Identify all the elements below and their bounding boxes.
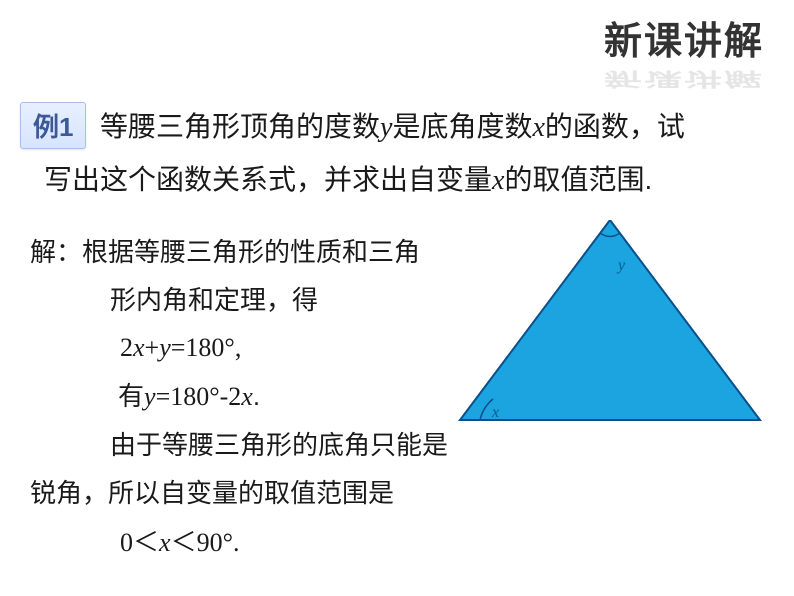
solution-line-5: 由于等腰三角形的底角只能是 (30, 421, 448, 469)
eq2-x: x (241, 382, 253, 411)
problem-statement-line2: 写出这个函数关系式，并求出自变量x的取值范围. (44, 153, 764, 207)
example-badge: 例1 (20, 102, 86, 149)
solution-line-7: 0＜x＜90°. (30, 518, 448, 567)
eq-180: =180°, (171, 333, 242, 362)
have-text: 有 (118, 381, 144, 411)
solution-line-1: 解：根据等腰三角形的性质和三角 (30, 228, 448, 276)
range-90: ＜90°. (171, 528, 240, 557)
solution-block: 解：根据等腰三角形的性质和三角 形内角和定理，得 2x+y=180°, 有y=1… (30, 228, 448, 567)
triangle-diagram: y x (450, 220, 770, 440)
section-title: 新课讲解 (604, 10, 764, 65)
var-y: y (380, 112, 392, 143)
triangle-shape (460, 220, 760, 420)
triangle-svg: y x (450, 220, 770, 440)
solution-line-3: 2x+y=180°, (30, 324, 448, 372)
problem-text-2a: 写出这个函数关系式，并求出自变量 (44, 164, 492, 195)
eq2-180: =180°-2 (156, 382, 242, 411)
var-x-2: x (492, 165, 504, 196)
eq-2: 2 (120, 333, 133, 362)
base-label-x: x (491, 404, 499, 421)
eq2-end: . (253, 381, 260, 411)
range-0: 0＜ (120, 528, 159, 557)
section-title-reflection: 新课讲解 (604, 67, 764, 95)
problem-text-2b: 的取值范围. (504, 164, 652, 195)
eq-plus: + (145, 333, 160, 362)
eq-y: y (159, 333, 171, 362)
problem-text-1a: 等腰三角形顶角的度数 (100, 111, 380, 142)
eq2-y: y (144, 382, 156, 411)
range-x: x (159, 528, 171, 557)
problem-text-1b: 是底角度数 (392, 111, 532, 142)
problem-text-1c: 的函数，试 (545, 111, 685, 142)
solution-line-4: 有y=180°-2x. (30, 372, 448, 421)
solution-line-2: 形内角和定理，得 (30, 276, 448, 324)
problem-statement-line1: 等腰三角形顶角的度数y是底角度数x的函数，试 (100, 100, 764, 154)
eq-x: x (133, 333, 145, 362)
solution-line-6: 锐角，所以自变量的取值范围是 (30, 469, 448, 517)
apex-label-y: y (616, 257, 626, 274)
var-x: x (532, 112, 544, 143)
